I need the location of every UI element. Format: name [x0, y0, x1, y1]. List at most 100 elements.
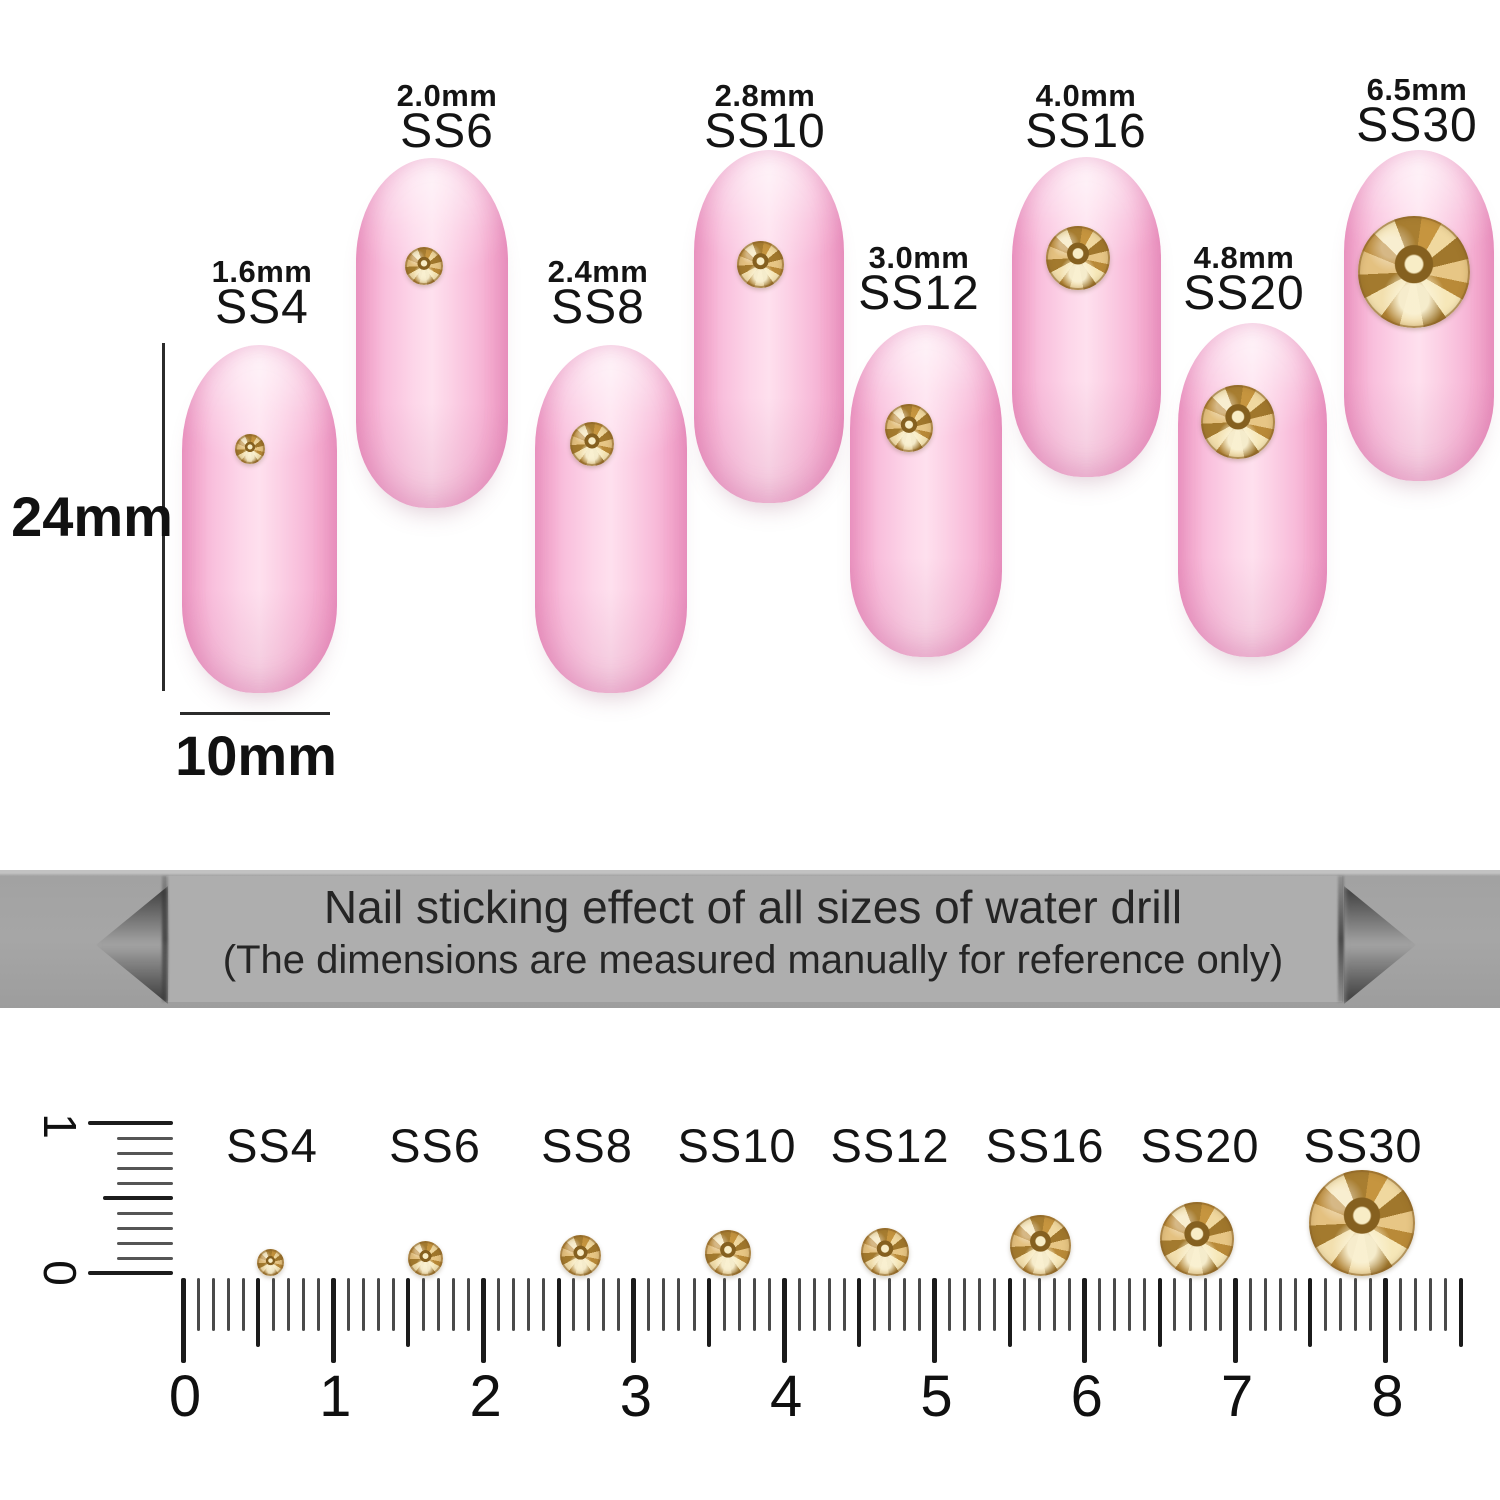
ruler-tick	[497, 1278, 501, 1331]
ruler-tick	[1263, 1278, 1267, 1331]
ruler-tick	[812, 1278, 816, 1331]
chart-size-label-ss8: SS8	[541, 1119, 633, 1172]
ruler-tick	[316, 1278, 320, 1331]
rhinestone-ss16-on-nail	[1046, 226, 1110, 290]
rhinestone-ss12-on-nail	[885, 404, 933, 452]
ruler-tick	[617, 1278, 621, 1331]
ruler-tick	[1113, 1278, 1117, 1331]
ruler-tick	[1323, 1278, 1327, 1331]
ruler-tick	[572, 1278, 576, 1331]
ruler-tick	[1458, 1278, 1463, 1347]
rhinestone-ss12-actual-size	[861, 1228, 909, 1276]
ruler-tick	[542, 1278, 546, 1331]
ruler-tick	[767, 1278, 771, 1331]
rhinestone-ss8-actual-size	[559, 1235, 601, 1276]
ruler-tick	[842, 1278, 846, 1331]
ruler-tick	[376, 1278, 380, 1331]
ruler-number-5: 5	[920, 1364, 953, 1429]
ruler-tick	[1098, 1278, 1102, 1331]
ruler-tick	[1188, 1278, 1192, 1331]
rhinestone-ss16-actual-size	[1009, 1215, 1071, 1276]
vertical-ruler-tick	[117, 1226, 173, 1230]
ruler-tick	[587, 1278, 591, 1331]
vertical-ruler-tick	[117, 1136, 173, 1140]
nail-sample-ss10	[694, 150, 844, 503]
chart-size-label-ss6: SS6	[389, 1119, 481, 1172]
rhinestone-ss4-on-nail	[235, 434, 265, 464]
ruler-tick	[872, 1278, 876, 1331]
vertical-ruler-tick	[117, 1211, 173, 1215]
ruler-tick	[241, 1278, 245, 1331]
nail-sample-ss20	[1177, 323, 1327, 657]
ruler-tick	[647, 1278, 651, 1331]
ruler-tick	[752, 1278, 756, 1331]
ruler-number-4: 4	[770, 1364, 803, 1429]
ruler-number-0: 0	[168, 1364, 202, 1429]
ruler-tick	[1308, 1278, 1313, 1347]
vertical-ruler-tick	[88, 1271, 173, 1275]
ruler-tick	[1368, 1278, 1372, 1331]
rhinestone-ss20-actual-size	[1160, 1202, 1234, 1276]
ruler-tick	[692, 1278, 696, 1331]
ruler-tick	[301, 1278, 305, 1331]
rhinestone-ss10-on-nail	[736, 240, 784, 288]
ruler-tick	[1157, 1278, 1162, 1347]
ruler-tick	[1218, 1278, 1222, 1331]
ruler-tick	[963, 1278, 967, 1331]
ruler-tick	[1068, 1278, 1072, 1331]
ruler-tick	[437, 1278, 440, 1331]
ruler-tick	[737, 1278, 741, 1331]
ruler-tick	[1444, 1278, 1448, 1331]
ruler-tick	[707, 1278, 712, 1347]
ruler-tick	[1082, 1278, 1088, 1363]
ruler-tick	[1353, 1278, 1357, 1331]
nail-sample-ss8	[535, 345, 687, 693]
size-ss-label-ss8: SS8	[551, 281, 645, 334]
ruler-number-7: 7	[1220, 1364, 1254, 1429]
rhinestone-ss30-on-nail	[1358, 216, 1470, 328]
chart-size-label-ss12: SS12	[830, 1119, 950, 1172]
ruler-tick	[1232, 1278, 1238, 1363]
vertical-ruler-number-0: 0	[34, 1260, 86, 1286]
vertical-ruler-tick	[117, 1166, 173, 1170]
ruler-tick	[857, 1278, 862, 1347]
ruler-tick	[421, 1278, 425, 1331]
size-mm-label-ss10: 2.8mm	[714, 78, 816, 113]
size-ss-label-ss4: SS4	[215, 281, 309, 334]
size-mm-label-ss4: 1.6mm	[211, 254, 313, 289]
ruler-tick	[330, 1278, 336, 1363]
size-ruler-section: 1 0 0 1 2 3 4 5 6 7 8 SS4 SS6 SS8 SS10 SS12 SS16 SS20 SS30	[0, 1080, 1500, 1500]
ruler-tick	[978, 1278, 982, 1331]
size-ss-label-ss20: SS20	[1183, 267, 1305, 320]
ruler-tick	[391, 1278, 395, 1331]
ruler-tick	[1413, 1278, 1417, 1331]
ruler-tick	[226, 1278, 230, 1331]
ruler-tick	[1382, 1278, 1388, 1363]
ruler-number-3: 3	[619, 1364, 653, 1429]
size-mm-label-ss6: 2.0mm	[396, 78, 498, 113]
banner-right-edge-shadow	[1338, 876, 1344, 1002]
nail-sample-ss4	[181, 345, 337, 693]
ruler-tick	[677, 1278, 681, 1331]
nail-width-measure-line	[180, 712, 330, 715]
nail-sample-ss6	[356, 158, 508, 508]
ruler-tick	[406, 1278, 411, 1347]
nail-height-measure-line	[162, 343, 165, 691]
banner-title: Nail sticking effect of all sizes of wat…	[323, 881, 1183, 933]
ruler-tick	[887, 1278, 891, 1331]
rhinestone-ss6-on-nail	[405, 247, 443, 285]
size-ss-label-ss6: SS6	[400, 105, 494, 158]
ruler-tick	[1053, 1278, 1057, 1331]
ruler-tick	[1338, 1278, 1342, 1331]
ruler-tick	[346, 1278, 350, 1331]
rhinestone-ss10-actual-size	[705, 1230, 751, 1276]
size-mm-label-ss30: 6.5mm	[1366, 72, 1468, 107]
ruler-tick	[1007, 1278, 1012, 1347]
size-ss-label-ss10: SS10	[704, 105, 826, 158]
ruler-tick	[902, 1278, 906, 1331]
nail-height-measure-label: 24mm	[11, 485, 173, 548]
chart-size-label-ss20: SS20	[1140, 1119, 1260, 1172]
size-ss-label-ss16: SS16	[1025, 105, 1147, 158]
ruler-tick	[196, 1278, 200, 1331]
rhinestone-ss20-on-nail	[1201, 385, 1275, 459]
